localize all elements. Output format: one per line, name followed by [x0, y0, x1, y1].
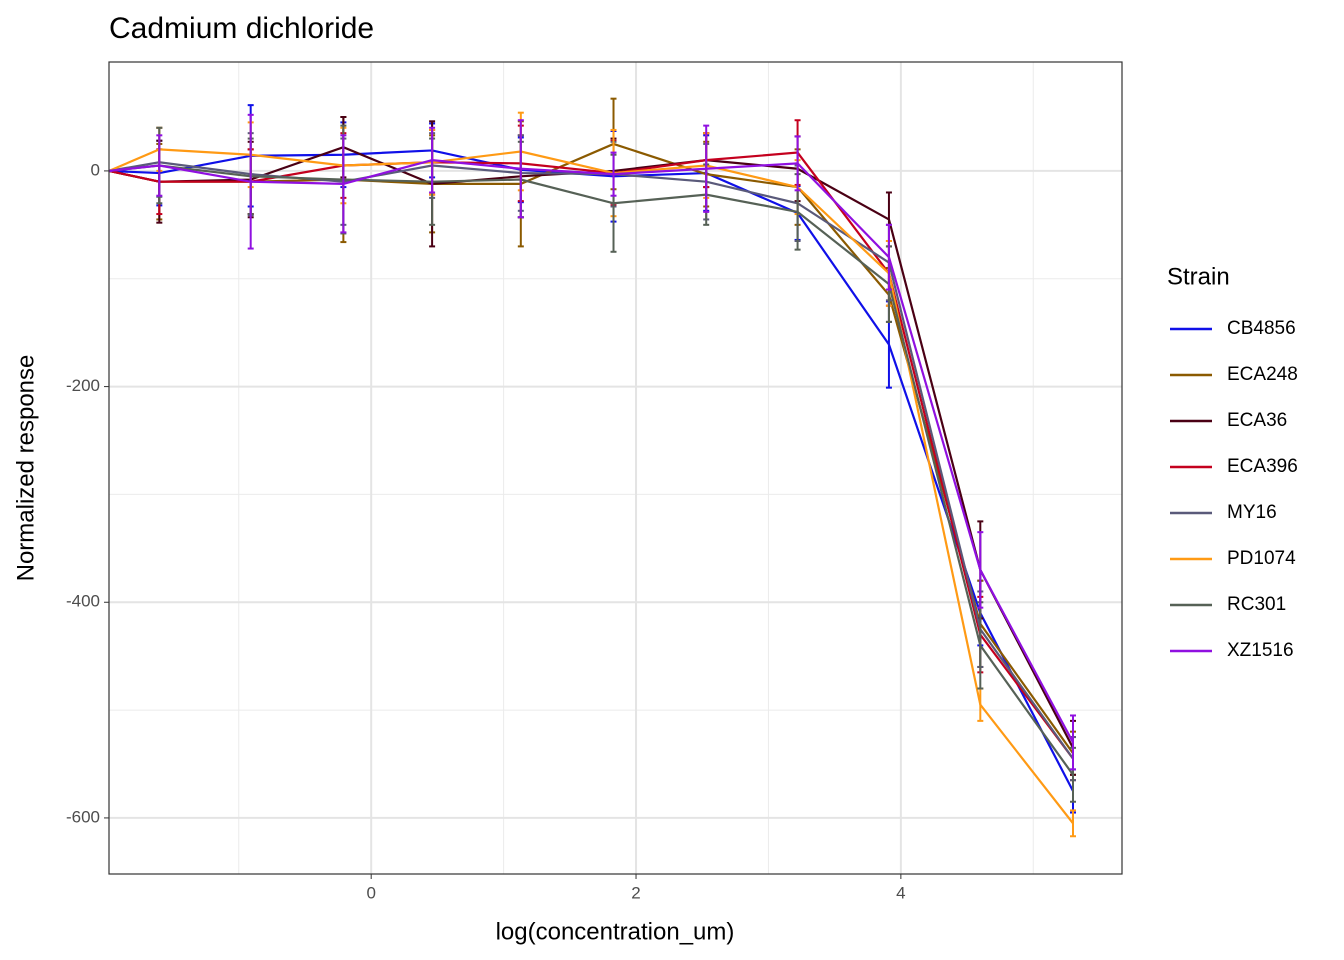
error-bar	[610, 151, 617, 197]
y-axis-title: Normalized response	[12, 355, 39, 582]
y-tick-label: 0	[91, 160, 100, 179]
series-line	[109, 148, 1074, 824]
error-bar	[156, 134, 163, 197]
error-bar	[1070, 714, 1077, 771]
legend-label: PD1074	[1227, 548, 1296, 569]
series-line	[109, 149, 1074, 792]
error-bar	[794, 135, 801, 192]
plot-border	[108, 61, 1123, 875]
legend-title: Strain	[1167, 263, 1230, 290]
series-line	[109, 159, 1074, 743]
legend-label: RC301	[1227, 594, 1286, 615]
error-bar	[340, 134, 347, 234]
error-bar	[1070, 809, 1077, 838]
y-tick-label: -600	[66, 807, 100, 826]
x-tick-label: 2	[631, 883, 640, 902]
series-line	[109, 146, 1074, 749]
legend-label: MY16	[1227, 502, 1277, 523]
legend-label: XZ1516	[1227, 640, 1294, 661]
legend-label: CB4856	[1227, 318, 1296, 339]
error-bar	[885, 223, 892, 291]
chart-title: Cadmium dichloride	[109, 12, 374, 45]
error-bar	[247, 113, 254, 250]
y-tick-label: -200	[66, 376, 100, 395]
series-line	[109, 151, 1074, 760]
x-axis-title: log(concentration_um)	[496, 918, 735, 945]
legend-label: ECA248	[1227, 364, 1298, 385]
error-bar	[703, 124, 710, 213]
x-tick-label: 0	[366, 883, 375, 902]
series-line	[109, 142, 1074, 754]
plot-area	[109, 97, 1077, 838]
error-bar	[977, 531, 984, 609]
legend-label: ECA396	[1227, 456, 1298, 477]
series-line	[109, 161, 1074, 760]
series-line	[109, 164, 1074, 776]
error-bar	[429, 126, 436, 194]
legend-label: ECA36	[1227, 410, 1287, 431]
error-bar	[517, 119, 524, 219]
y-tick-label: -400	[66, 592, 100, 611]
x-tick-label: 4	[896, 883, 905, 902]
